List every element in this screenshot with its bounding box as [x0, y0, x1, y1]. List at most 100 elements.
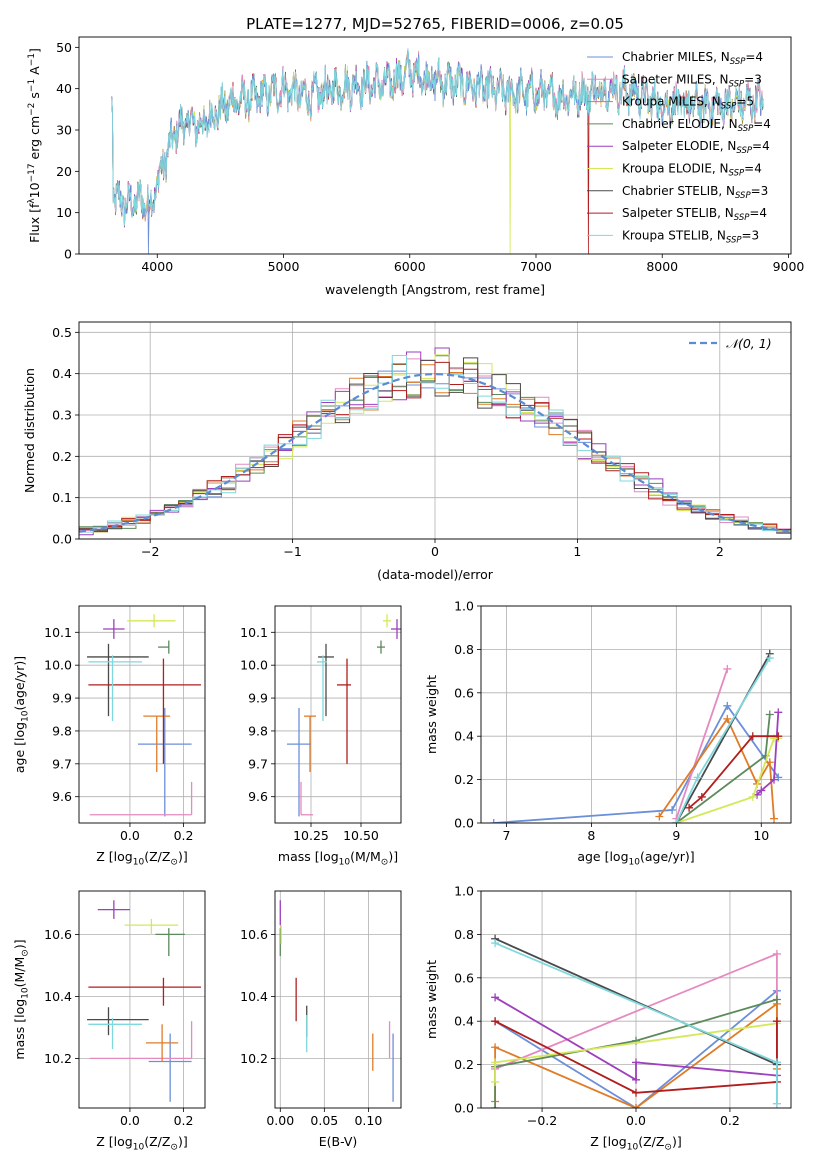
- series-marker: [774, 708, 783, 717]
- y-tick-label: 0.6: [454, 970, 474, 985]
- plot-content: [489, 649, 783, 823]
- x-tick-label: 0.0: [120, 828, 140, 843]
- plot-content: [87, 614, 201, 817]
- errorbar-salpeter-stelib: [337, 658, 351, 764]
- y-tick-label: 0.4: [454, 729, 474, 744]
- plot-area: [79, 606, 205, 823]
- x-tick-label: 0.0: [626, 1113, 646, 1128]
- x-tick-label: 0.2: [174, 828, 194, 843]
- axes-6: 0.00 0.05 0.10 10.2 10.4 10.6 E(B-V): [240, 890, 402, 1149]
- x-tick-label: 2: [716, 544, 724, 559]
- errorbar-kroupa-stelib: [88, 1018, 142, 1050]
- series-marker: [774, 773, 783, 782]
- y-axis-label: age [log10(age/yr)]: [12, 656, 31, 773]
- y-tick-label: 10.4: [240, 989, 268, 1004]
- series-marker: [765, 758, 774, 767]
- series-line-chabrier-elodie: [494, 998, 778, 1108]
- y-tick-label: 50: [56, 40, 72, 55]
- series-marker: [491, 1104, 500, 1108]
- y-axis-label: Flux [fλ10−17 erg cm−2 s−1 A−1]: [27, 48, 42, 243]
- x-tick-label: 0.2: [174, 1113, 194, 1128]
- x-tick-label: 7000: [520, 259, 552, 274]
- y-tick-label: 0.3: [52, 408, 72, 423]
- y-tick-label: 9.6: [52, 789, 72, 804]
- x-tick-label: 9: [672, 828, 680, 843]
- plot-area: [79, 37, 791, 254]
- histogram-salpeter-stelib: [79, 361, 791, 536]
- errorbar-chabrier-stelib: [87, 1007, 149, 1036]
- plot-area: [79, 891, 205, 1108]
- errorbar-chabrier-miles: [137, 707, 192, 817]
- y-tick-label: 9.8: [248, 723, 268, 738]
- axes-frame: [480, 605, 792, 824]
- legend-label: Chabrier ELODIE, NSSP=4: [622, 117, 771, 134]
- plot-content: [87, 900, 201, 1102]
- x-axis-label: Z [log10(Z/Z⊙)]: [96, 1134, 187, 1153]
- series-line-salpeter-stelib: [688, 735, 779, 809]
- series-marker: [772, 995, 781, 1004]
- y-tick-label: 0.0: [454, 816, 474, 831]
- x-tick-label: −0.2: [527, 1113, 557, 1128]
- y-tick-label: 0.8: [454, 927, 474, 942]
- x-tick-label: 9000: [773, 259, 805, 274]
- legend-label: Salpeter MILES, NSSP=3: [622, 72, 762, 89]
- legend: Chabrier MILES, NSSP=4 Salpeter MILES, NS…: [587, 50, 771, 245]
- y-tick-label: 0.8: [454, 642, 474, 657]
- errorbar-kroupa-elodie: [127, 614, 176, 628]
- errorbar-salpeter-miles: [300, 781, 313, 816]
- y-tick-label: 0.1: [52, 490, 72, 505]
- series-marker: [772, 1058, 781, 1067]
- y-tick-label: 9.9: [52, 691, 72, 706]
- x-tick-label: 0.00: [266, 1113, 294, 1128]
- x-tick-label: 10.50: [343, 828, 379, 843]
- series-marker: [489, 819, 498, 823]
- spectrum-line-kroupa-stelib: [111, 48, 764, 226]
- axes-2: 0.0 0.2 9.6 9.7 9.8 9.9 10.0 10.1 Z [log10(Z/Z⊙)…: [12, 605, 206, 868]
- x-axis-label: E(B-V): [319, 1134, 358, 1149]
- series-marker: [765, 710, 774, 719]
- errorbar-salpeter-stelib: [88, 977, 201, 1006]
- errorbar-kroupa-miles: [146, 1024, 179, 1062]
- series-line-chabrier-stelib: [494, 937, 778, 1066]
- series-marker: [693, 773, 702, 782]
- y-tick-label: 0.0: [52, 532, 72, 547]
- errorbar-chabrier-miles: [287, 707, 311, 817]
- series-marker: [632, 1088, 640, 1097]
- series-marker: [770, 775, 779, 784]
- series-marker: [632, 1075, 640, 1084]
- legend-label: Salpeter ELODIE, NSSP=4: [622, 139, 770, 156]
- series-marker: [723, 701, 732, 710]
- histogram-kroupa-stelib: [79, 354, 791, 535]
- series-marker: [672, 819, 681, 823]
- y-tick-label: 0: [64, 247, 72, 262]
- x-tick-label: 10: [753, 828, 769, 843]
- series-line-salpeter-elodie: [494, 996, 777, 1082]
- y-tick-label: 9.8: [52, 723, 72, 738]
- plot-content: [491, 934, 781, 1108]
- series-marker: [685, 803, 694, 812]
- axes-frame: [78, 36, 792, 255]
- plot-content: [111, 48, 764, 254]
- y-tick-label: 0.2: [454, 772, 474, 787]
- series-marker: [491, 939, 500, 948]
- axes-frame: [274, 890, 402, 1109]
- x-tick-label: 4000: [141, 259, 173, 274]
- x-tick-label: 1: [573, 544, 581, 559]
- series-marker: [772, 1017, 781, 1026]
- y-tick-label: 20: [56, 164, 72, 179]
- y-tick-label: 9.7: [52, 756, 72, 771]
- errorbar-salpeter-miles: [89, 781, 193, 816]
- y-axis-label: Normed distribution: [22, 368, 37, 493]
- axes-frame: [274, 605, 402, 824]
- x-tick-label: 0: [431, 544, 439, 559]
- plot-content: [279, 900, 394, 1102]
- y-tick-label: 9.6: [248, 789, 268, 804]
- errorbar-kroupa-miles: [143, 715, 171, 773]
- series-marker: [748, 732, 757, 741]
- series-marker: [748, 792, 757, 801]
- y-tick-label: 0.0: [454, 1101, 474, 1116]
- y-axis-label: mass [log10(M/M⊙)]: [12, 939, 31, 1059]
- axes-frame: [78, 605, 206, 824]
- y-tick-label: 9.9: [248, 691, 268, 706]
- series-marker: [491, 1043, 500, 1052]
